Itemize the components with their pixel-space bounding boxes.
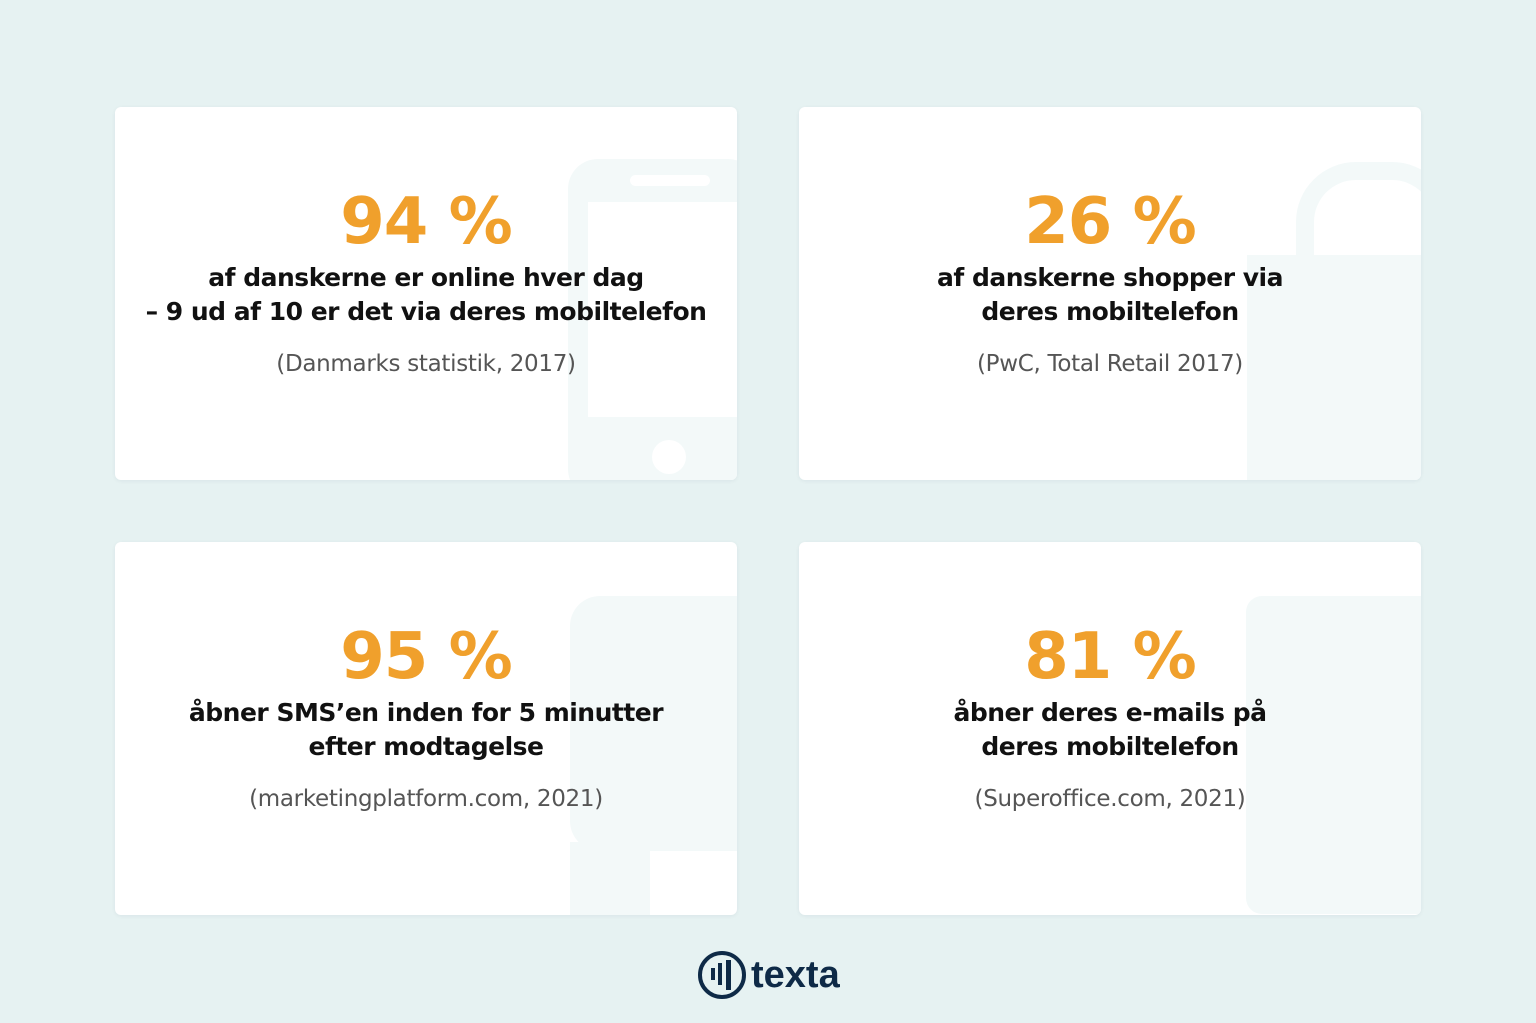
stat-card-email: 81 % åbner deres e-mails på deres mobilte…: [799, 542, 1421, 915]
texta-logo: texta: [697, 950, 840, 1000]
stat-text-line2: – 9 ud af 10 er det via deres mobiltelef…: [145, 297, 707, 326]
stat-text-line2: deres mobiltelefon: [981, 732, 1239, 761]
stat-text-line1: af danskerne er online hver dag: [208, 263, 644, 292]
stat-source: (Superoffice.com, 2021): [974, 786, 1246, 812]
chat-bubble-icon: [570, 596, 737, 851]
stat-text-line1: af danskerne shopper via: [937, 263, 1283, 292]
envelope-icon: [1246, 596, 1421, 914]
smartphone-button: [652, 440, 686, 474]
stat-source: (Danmarks statistik, 2017): [276, 351, 576, 377]
stat-text-line2: efter modtagelse: [308, 732, 544, 761]
stat-value: 26 %: [1024, 185, 1196, 259]
stat-text-line1: åbner SMS’en inden for 5 minutter: [188, 698, 664, 727]
stat-value: 94 %: [340, 185, 512, 259]
texta-logo-text: texta: [751, 953, 840, 996]
stat-source: (marketingplatform.com, 2021): [249, 786, 603, 812]
stat-value: 95 %: [340, 620, 512, 694]
smartphone-screen: [588, 202, 737, 417]
stat-text-line2: deres mobiltelefon: [981, 297, 1239, 326]
texta-logo-icon: [698, 951, 746, 999]
stat-text-line1: åbner deres e-mails på: [953, 698, 1267, 727]
smartphone-speaker: [630, 175, 710, 186]
stat-card-sms: 95 % åbner SMS’en inden for 5 minutter ef…: [115, 542, 737, 915]
chat-bubble-tail: [570, 842, 650, 915]
stat-card-online: 94 % af danskerne er online hver dag – 9 …: [115, 107, 737, 480]
stat-source: (PwC, Total Retail 2017): [977, 351, 1243, 377]
stat-value: 81 %: [1024, 620, 1196, 694]
stat-card-shopping: 26 % af danskerne shopper via deres mobil…: [799, 107, 1421, 480]
